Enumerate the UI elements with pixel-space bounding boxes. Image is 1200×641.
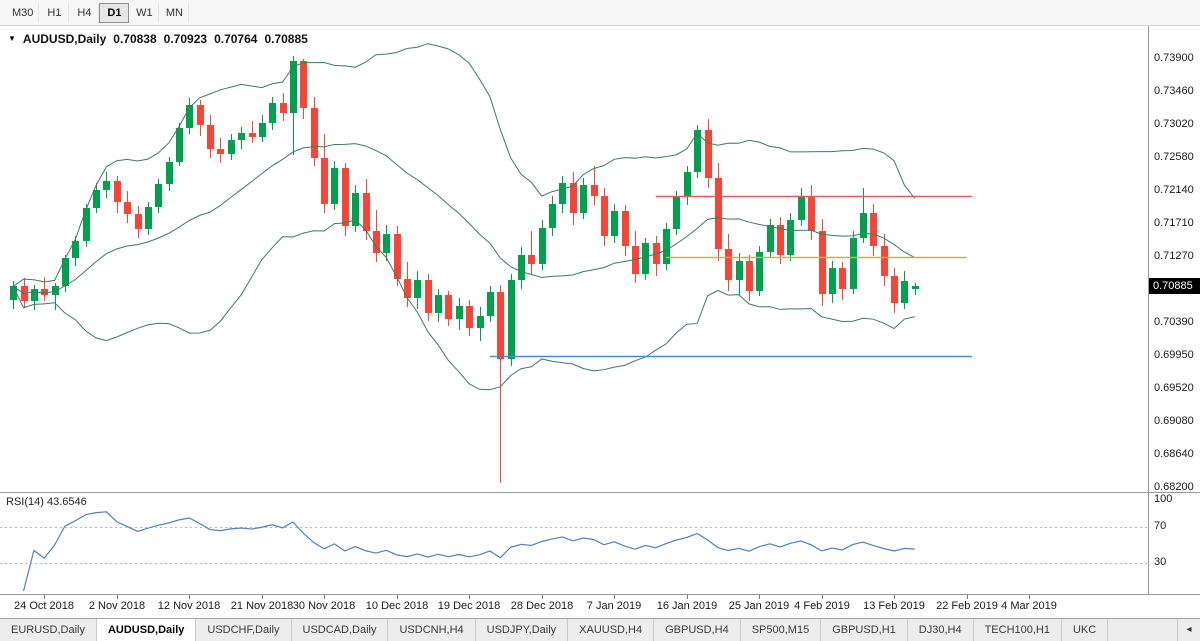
time-axis-tick xyxy=(262,595,263,599)
rsi-level-label: 100 xyxy=(1154,493,1173,505)
time-axis-tick xyxy=(44,595,45,599)
timeframe-button-h4[interactable]: H4 xyxy=(69,2,100,23)
ohlc-open: 0.70838 xyxy=(113,32,157,46)
chart-tabs-bar: EURUSD,Daily AUDUSD,Daily USDCHF,Daily USDC… xyxy=(0,618,1200,641)
price-axis-label: 0.70390 xyxy=(1154,316,1194,328)
time-axis-tick xyxy=(1029,595,1030,599)
timeframe-button-h1[interactable]: H1 xyxy=(39,2,70,23)
time-axis-label: 24 Oct 2018 xyxy=(14,600,74,612)
time-axis-label: 7 Jan 2019 xyxy=(586,600,642,612)
tab-tech100-h1[interactable]: TECH100,H1 xyxy=(974,619,1062,641)
time-axis-label: 4 Feb 2019 xyxy=(794,600,850,612)
time-axis-label: 16 Jan 2019 xyxy=(656,600,718,612)
time-axis-label: 12 Nov 2018 xyxy=(157,600,221,612)
time-axis-label: 30 Nov 2018 xyxy=(292,600,356,612)
tab-usdcad-daily[interactable]: USDCAD,Daily xyxy=(292,619,389,641)
time-axis-tick xyxy=(117,595,118,599)
price-axis-label: 0.73020 xyxy=(1154,118,1194,130)
tab-ukc[interactable]: UKC xyxy=(1062,619,1109,641)
time-axis-label: 19 Dec 2018 xyxy=(437,600,501,612)
timeframe-button-mn[interactable]: MN xyxy=(159,2,190,23)
ohlc-close: 0.70885 xyxy=(264,32,308,46)
price-axis-label: 0.68640 xyxy=(1154,448,1194,460)
time-axis-tick xyxy=(189,595,190,599)
ohlc-low: 0.70764 xyxy=(214,32,258,46)
time-axis-tick xyxy=(759,595,760,599)
rsi-canvas[interactable] xyxy=(0,493,1148,594)
price-axis-label: 0.73900 xyxy=(1154,52,1194,64)
time-axis-label: 25 Jan 2019 xyxy=(728,600,790,612)
time-axis-tick xyxy=(469,595,470,599)
time-axis-label: 4 Mar 2019 xyxy=(1001,600,1057,612)
tab-usdchf-daily[interactable]: USDCHF,Daily xyxy=(196,619,292,641)
price-axis-label: 0.68200 xyxy=(1154,481,1194,493)
chart-symbol-label: AUDUSD,Daily xyxy=(22,32,107,46)
time-axis-label: 10 Dec 2018 xyxy=(365,600,429,612)
tab-scroll-left-button[interactable]: ◂ xyxy=(1177,619,1200,641)
rsi-level-label: 30 xyxy=(1154,556,1167,568)
tab-gbpusd-h1[interactable]: GBPUSD,H1 xyxy=(821,619,908,641)
chart-title: ▼ AUDUSD,Daily 0.70838 0.70923 0.70764 0… xyxy=(8,32,308,46)
price-axis-label: 0.69080 xyxy=(1154,415,1194,427)
time-axis-tick xyxy=(687,595,688,599)
tab-audusd-daily[interactable]: AUDUSD,Daily xyxy=(96,619,197,641)
ohlc-high: 0.70923 xyxy=(163,32,208,46)
main-chart-pane: ▼ AUDUSD,Daily 0.70838 0.70923 0.70764 0… xyxy=(0,26,1200,493)
main-chart-canvas[interactable] xyxy=(0,26,1148,492)
tab-eurusd-daily[interactable]: EURUSD,Daily xyxy=(0,619,97,641)
tab-dj30-h4[interactable]: DJ30,H4 xyxy=(908,619,974,641)
time-axis-label: 13 Feb 2019 xyxy=(863,600,925,612)
rsi-indicator-label: RSI(14) 43.6546 xyxy=(6,496,87,508)
tab-sp500-m15[interactable]: SP500,M15 xyxy=(741,619,822,641)
timeframe-toolbar: M30 H1 H4 D1 W1 MN xyxy=(0,0,1200,26)
tab-usdcnh-h4[interactable]: USDCNH,H4 xyxy=(388,619,476,641)
tab-usdjpy-daily[interactable]: USDJPY,Daily xyxy=(476,619,569,641)
price-scale-separator xyxy=(1148,26,1149,594)
rsi-level-label: 70 xyxy=(1154,520,1167,532)
rsi-indicator-pane: RSI(14) 43.6546 100 70 30 xyxy=(0,492,1200,594)
chart-dropdown-icon: ▼ xyxy=(8,34,16,43)
time-axis-tick xyxy=(967,595,968,599)
time-axis-label: 21 Nov 2018 xyxy=(230,600,294,612)
price-axis-label: 0.71270 xyxy=(1154,250,1194,262)
time-axis-tick xyxy=(542,595,543,599)
time-axis-label: 22 Feb 2019 xyxy=(936,600,998,612)
price-axis-label: 0.69950 xyxy=(1154,349,1194,361)
time-axis-tick xyxy=(324,595,325,599)
time-axis-tick xyxy=(894,595,895,599)
time-axis[interactable]: 24 Oct 2018 2 Nov 2018 12 Nov 2018 21 Nov 2… xyxy=(0,594,1200,618)
timeframe-button-m30[interactable]: M30 xyxy=(6,2,40,23)
timeframe-button-w1[interactable]: W1 xyxy=(129,2,160,23)
price-axis-label: 0.72580 xyxy=(1154,151,1194,163)
time-axis-tick xyxy=(614,595,615,599)
price-axis-label: 0.73460 xyxy=(1154,85,1194,97)
time-axis-label: 2 Nov 2018 xyxy=(88,600,146,612)
price-axis-label: 0.69520 xyxy=(1154,382,1194,394)
time-axis-tick xyxy=(397,595,398,599)
tab-xauusd-h4[interactable]: XAUUSD,H4 xyxy=(568,619,655,641)
time-axis-label: 28 Dec 2018 xyxy=(510,600,574,612)
time-axis-tick xyxy=(822,595,823,599)
current-price-badge: 0.70885 xyxy=(1148,278,1200,294)
tab-gbpusd-h4[interactable]: GBPUSD,H4 xyxy=(654,619,741,641)
timeframe-button-d1[interactable]: D1 xyxy=(99,2,130,23)
price-axis-label: 0.71710 xyxy=(1154,217,1194,229)
price-axis-label: 0.72140 xyxy=(1154,184,1194,196)
